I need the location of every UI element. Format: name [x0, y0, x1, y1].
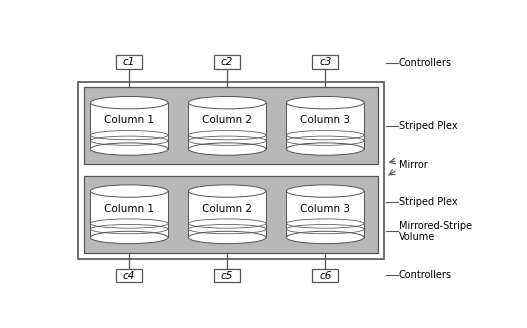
Text: c5: c5 — [221, 271, 233, 280]
Ellipse shape — [189, 96, 266, 109]
Text: Mirror: Mirror — [399, 160, 427, 170]
Bar — [84, 176, 378, 253]
Text: Column 3: Column 3 — [300, 115, 350, 125]
Ellipse shape — [287, 96, 364, 109]
Bar — [189, 191, 266, 237]
Bar — [214, 269, 240, 282]
Ellipse shape — [287, 231, 364, 244]
Text: c3: c3 — [319, 57, 331, 67]
Text: c4: c4 — [123, 271, 135, 280]
Bar — [91, 103, 168, 149]
Ellipse shape — [91, 96, 168, 109]
Text: c1: c1 — [123, 57, 135, 67]
Ellipse shape — [287, 185, 364, 197]
Ellipse shape — [189, 143, 266, 155]
Bar — [84, 87, 378, 164]
Ellipse shape — [91, 185, 168, 197]
Bar — [312, 269, 338, 282]
Text: c2: c2 — [221, 57, 233, 67]
Ellipse shape — [91, 143, 168, 155]
Bar — [116, 269, 142, 282]
Text: Controllers: Controllers — [399, 58, 452, 68]
Text: Column 2: Column 2 — [202, 115, 252, 125]
Ellipse shape — [91, 231, 168, 244]
Text: Column 1: Column 1 — [104, 204, 154, 214]
Text: Controllers: Controllers — [399, 270, 452, 280]
Text: Mirrored-Stripe
Volume: Mirrored-Stripe Volume — [399, 220, 472, 242]
Bar — [189, 103, 266, 149]
Text: c6: c6 — [319, 271, 331, 280]
Text: Striped Plex: Striped Plex — [399, 121, 457, 132]
Ellipse shape — [189, 231, 266, 244]
Bar — [287, 191, 364, 237]
Bar — [287, 103, 364, 149]
Ellipse shape — [287, 143, 364, 155]
Bar — [312, 55, 338, 69]
Bar — [116, 55, 142, 69]
Text: Column 3: Column 3 — [300, 204, 350, 214]
Ellipse shape — [189, 185, 266, 197]
Bar — [214, 55, 240, 69]
Bar — [78, 82, 385, 259]
Text: Striped Plex: Striped Plex — [399, 197, 457, 207]
Text: Column 2: Column 2 — [202, 204, 252, 214]
Bar — [91, 191, 168, 237]
Text: Column 1: Column 1 — [104, 115, 154, 125]
